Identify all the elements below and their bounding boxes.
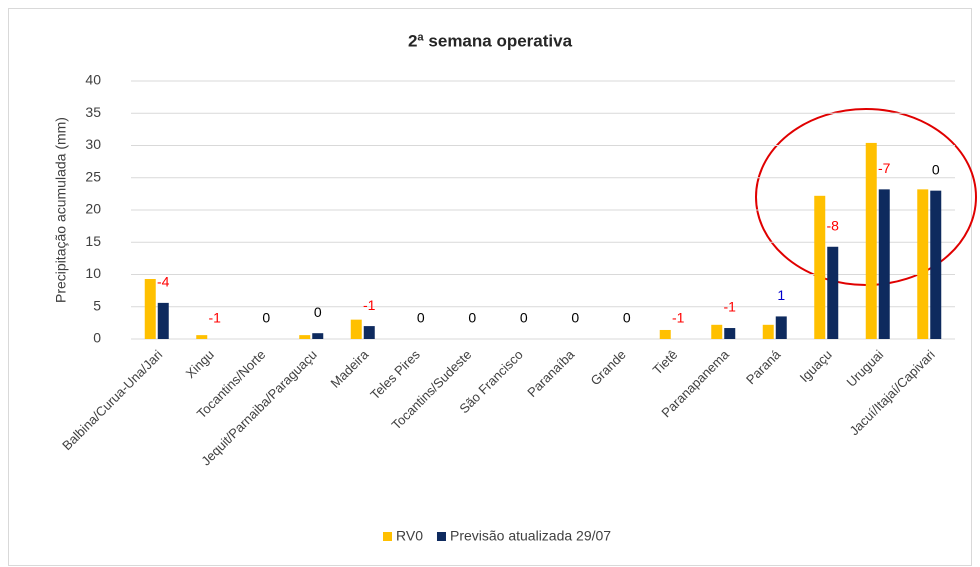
difference-label: 1: [777, 287, 785, 303]
difference-label: -1: [724, 299, 737, 315]
y-tick-label: 0: [93, 330, 101, 346]
y-tick-label: 5: [93, 297, 101, 313]
bar: [814, 195, 826, 339]
bar: [762, 324, 774, 339]
difference-label: 0: [468, 310, 476, 326]
bar: [917, 189, 929, 339]
bar: [659, 329, 671, 339]
difference-label: -8: [827, 217, 840, 233]
bar: [711, 324, 723, 339]
bar: [930, 190, 942, 339]
y-tick-label: 25: [85, 168, 101, 184]
difference-label: -7: [878, 160, 891, 176]
legend-label: Previsão atualizada 29/07: [450, 528, 611, 544]
difference-label: 0: [623, 310, 631, 326]
difference-label: 0: [314, 304, 322, 320]
y-axis-label: Precipitação acumulada (mm): [53, 117, 69, 303]
difference-label: -4: [157, 274, 170, 290]
y-tick-label: 30: [85, 136, 101, 152]
difference-label: 0: [571, 310, 579, 326]
bar: [865, 142, 877, 339]
y-tick-label: 15: [85, 233, 101, 249]
difference-label: 0: [262, 310, 270, 326]
bar: [157, 302, 169, 339]
y-tick-label: 20: [85, 201, 101, 217]
bar: [312, 333, 324, 339]
difference-label: -1: [209, 310, 222, 326]
difference-label: -1: [363, 297, 376, 313]
difference-label: 0: [520, 310, 528, 326]
difference-label: -1: [672, 310, 685, 326]
bar: [350, 319, 362, 339]
legend-swatch: [383, 532, 392, 541]
difference-label: 0: [932, 161, 940, 177]
bar: [775, 316, 787, 339]
bar: [878, 189, 890, 339]
y-tick-label: 40: [85, 72, 101, 88]
bar: [363, 326, 375, 339]
difference-label: 0: [417, 310, 425, 326]
bar: [827, 246, 839, 339]
legend-label: RV0: [396, 528, 423, 544]
bar: [196, 335, 208, 339]
legend-swatch: [436, 532, 446, 541]
bar: [299, 335, 311, 339]
chart-title: 2ª semana operativa: [408, 31, 573, 50]
bar: [144, 279, 156, 339]
y-tick-label: 35: [85, 104, 101, 120]
bar: [724, 328, 736, 339]
chart-border: [8, 8, 972, 566]
y-tick-label: 10: [85, 265, 101, 281]
